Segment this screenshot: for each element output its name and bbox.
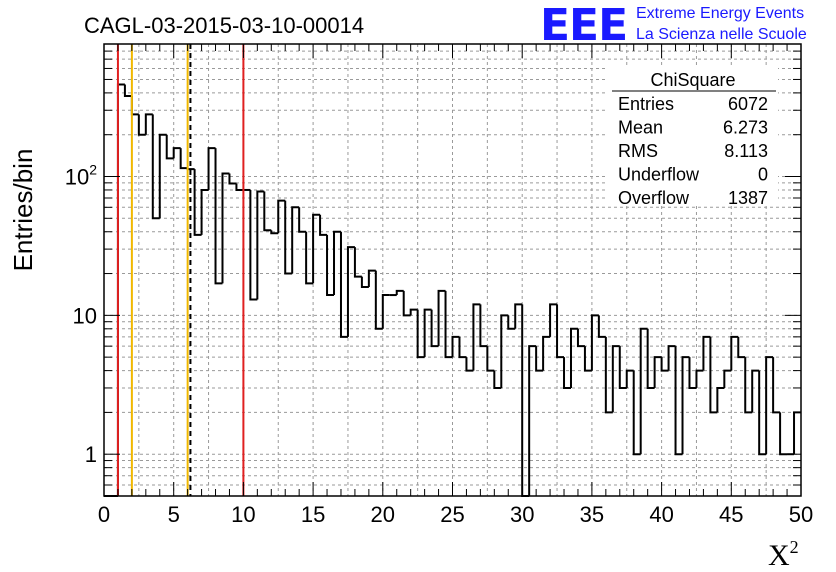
chart-title: CAGL-03-2015-03-10-00014 <box>84 13 364 38</box>
stats-value: 1387 <box>728 188 768 208</box>
y-tick-label: 1 <box>85 442 97 467</box>
x-tick-label: 40 <box>649 502 673 527</box>
stats-label: RMS <box>618 141 658 161</box>
x-tick-label: 10 <box>231 502 255 527</box>
x-tick-label: 35 <box>580 502 604 527</box>
stats-label: Overflow <box>618 188 690 208</box>
stats-label: Underflow <box>618 165 700 185</box>
x-tick-label: 30 <box>510 502 534 527</box>
x-axis-title-sup: 2 <box>790 537 799 557</box>
stats-value: 0 <box>758 165 768 185</box>
x-tick-label: 20 <box>371 502 395 527</box>
stats-label: Entries <box>618 94 674 114</box>
x-tick-label: 50 <box>789 502 813 527</box>
x-axis-title-base: X <box>768 539 790 572</box>
y-tick-label-exponent: 2 <box>89 161 97 177</box>
stats-value: 6072 <box>728 94 768 114</box>
histogram-chart: CAGL-03-2015-03-10-00014 EEE Extreme Ene… <box>0 0 836 572</box>
logo-line-1: Extreme Energy Events <box>636 5 804 22</box>
stats-value: 6.273 <box>723 118 768 138</box>
stats-box-title: ChiSquare <box>650 70 735 90</box>
logo-line-2: La Scienza nelle Scuole <box>636 26 807 43</box>
stats-box: ChiSquare Entries 6072 Mean 6.273 RMS 8.113 Un… <box>608 68 778 208</box>
y-tick-label-base: 1 <box>85 442 97 467</box>
y-tick-label-base: 10 <box>65 164 89 189</box>
x-tick-label: 45 <box>719 502 743 527</box>
x-tick-label: 0 <box>98 502 110 527</box>
y-tick-label-base: 10 <box>73 303 97 328</box>
x-tick-label: 15 <box>301 502 325 527</box>
y-axis-title: Entries/bin <box>8 149 38 272</box>
y-tick-label: 10 <box>73 303 97 328</box>
histogram-bin <box>188 168 195 169</box>
stats-label: Mean <box>618 118 663 138</box>
x-tick-label: 5 <box>168 502 180 527</box>
stats-value: 8.113 <box>724 141 768 161</box>
x-tick-label: 25 <box>440 502 464 527</box>
